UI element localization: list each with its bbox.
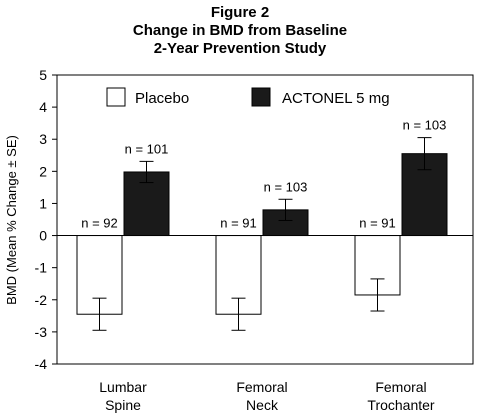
n-label: n = 101 <box>125 141 169 156</box>
legend-label: ACTONEL 5 mg <box>282 90 390 107</box>
y-tick-label: 2 <box>39 163 47 179</box>
x-category-label: Neck <box>246 397 279 413</box>
legend-swatch <box>251 87 271 107</box>
n-label: n = 103 <box>264 179 308 194</box>
plot-area: -4 -3 -2 -1 0 1 2 3 4 5 n = 92 n = 101 Lumbar Spine n … <box>35 67 474 413</box>
y-tick-label: 0 <box>39 228 47 244</box>
figure-title-block: Figure 2 Change in BMD from Baseline 2-Y… <box>0 4 480 58</box>
y-tick-label: 5 <box>39 67 47 83</box>
legend-label: Placebo <box>135 90 189 107</box>
x-category-label: Trochanter <box>367 397 435 413</box>
x-category-label: Femoral <box>236 379 287 395</box>
y-tick-label: -4 <box>35 356 48 372</box>
x-category-label: Spine <box>105 397 141 413</box>
figure-label: Figure 2 <box>210 4 270 21</box>
y-axis-label: BMD (Mean % Change ± SE) <box>4 135 19 305</box>
x-category-label: Lumbar <box>99 379 147 395</box>
chart-subtitle: 2-Year Prevention Study <box>153 40 327 57</box>
chart-title: Change in BMD from Baseline <box>132 22 348 39</box>
y-tick-label: 3 <box>39 131 47 147</box>
y-tick-label: 4 <box>39 99 47 115</box>
n-label: n = 92 <box>81 216 118 231</box>
y-tick-label: -2 <box>35 292 48 308</box>
n-label: n = 91 <box>220 216 257 231</box>
x-category-label: Femoral <box>375 379 426 395</box>
actonel-bar <box>123 171 170 237</box>
n-label: n = 103 <box>403 118 447 133</box>
legend-swatch <box>106 87 126 107</box>
plot-frame <box>56 74 474 365</box>
y-tick-label: 1 <box>39 195 47 211</box>
n-label: n = 91 <box>359 216 396 231</box>
y-tick-label: -3 <box>35 324 48 340</box>
y-tick-label: -1 <box>35 260 48 276</box>
